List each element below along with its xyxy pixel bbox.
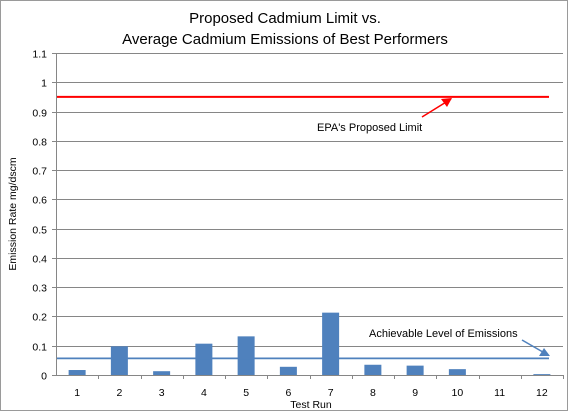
bar	[68, 370, 86, 375]
epa-limit-arrowhead	[441, 98, 452, 107]
epa-limit-annotation: EPA's Proposed Limit	[317, 122, 422, 134]
x-tick-label: 2	[116, 387, 122, 399]
y-tick-label: 0.8	[32, 137, 47, 149]
gridlines	[56, 53, 563, 347]
y-tick-label: 1	[41, 78, 47, 90]
reference-lines	[56, 95, 549, 360]
y-tick-label: 1.1	[32, 49, 47, 61]
bar	[237, 336, 255, 375]
y-tick-label: 0.1	[32, 342, 47, 354]
bar	[364, 364, 382, 375]
achievable-level-arrowhead	[539, 348, 550, 356]
x-tick-label: 4	[201, 387, 207, 399]
y-tick-label: 0.3	[32, 283, 47, 295]
x-tick-label: 9	[412, 387, 418, 399]
y-axis-label: Emission Rate mg/dscm	[7, 157, 19, 270]
y-tick-label: 0.6	[32, 195, 47, 207]
y-tick-label: 0.5	[32, 225, 47, 237]
x-tick-label: 10	[452, 387, 464, 399]
chart-title-line1: Proposed Cadmium Limit vs.	[189, 10, 381, 27]
chart-title-line2: Average Cadmium Emissions of Best Perfor…	[122, 31, 448, 48]
y-tick-label: 0.7	[32, 166, 47, 178]
bars	[68, 312, 551, 375]
achievable-level-annotation: Achievable Level of Emissions	[369, 328, 518, 340]
x-tick-label: 7	[328, 387, 334, 399]
x-tick-labels: 1 2 3 4 5 6 7 8 9 10 11 12	[74, 375, 564, 399]
bar	[533, 374, 551, 375]
x-tick-label: 8	[370, 387, 376, 399]
y-tick-label: 0.2	[32, 312, 47, 324]
y-tick-labels: 0 0.1 0.2 0.3 0.4 0.5 0.6 0.7 0.8 0.9 1 1.1	[32, 49, 56, 383]
x-tick-label: 11	[494, 387, 505, 399]
x-tick-label: 1	[74, 387, 80, 399]
bar	[195, 343, 213, 375]
y-tick-label: 0.4	[32, 254, 47, 266]
y-tick-label: 0.9	[32, 108, 47, 120]
x-axis-label: Test Run	[290, 399, 332, 411]
bar	[322, 312, 340, 375]
bar	[110, 346, 128, 375]
x-tick-label: 12	[536, 387, 548, 399]
x-tick-label: 3	[159, 387, 165, 399]
y-tick-label: 0	[41, 371, 47, 383]
bar	[279, 366, 297, 375]
bar	[448, 369, 466, 375]
bar	[406, 365, 424, 375]
x-tick-label: 5	[243, 387, 249, 399]
x-tick-label: 6	[285, 387, 291, 399]
bar	[153, 371, 171, 375]
